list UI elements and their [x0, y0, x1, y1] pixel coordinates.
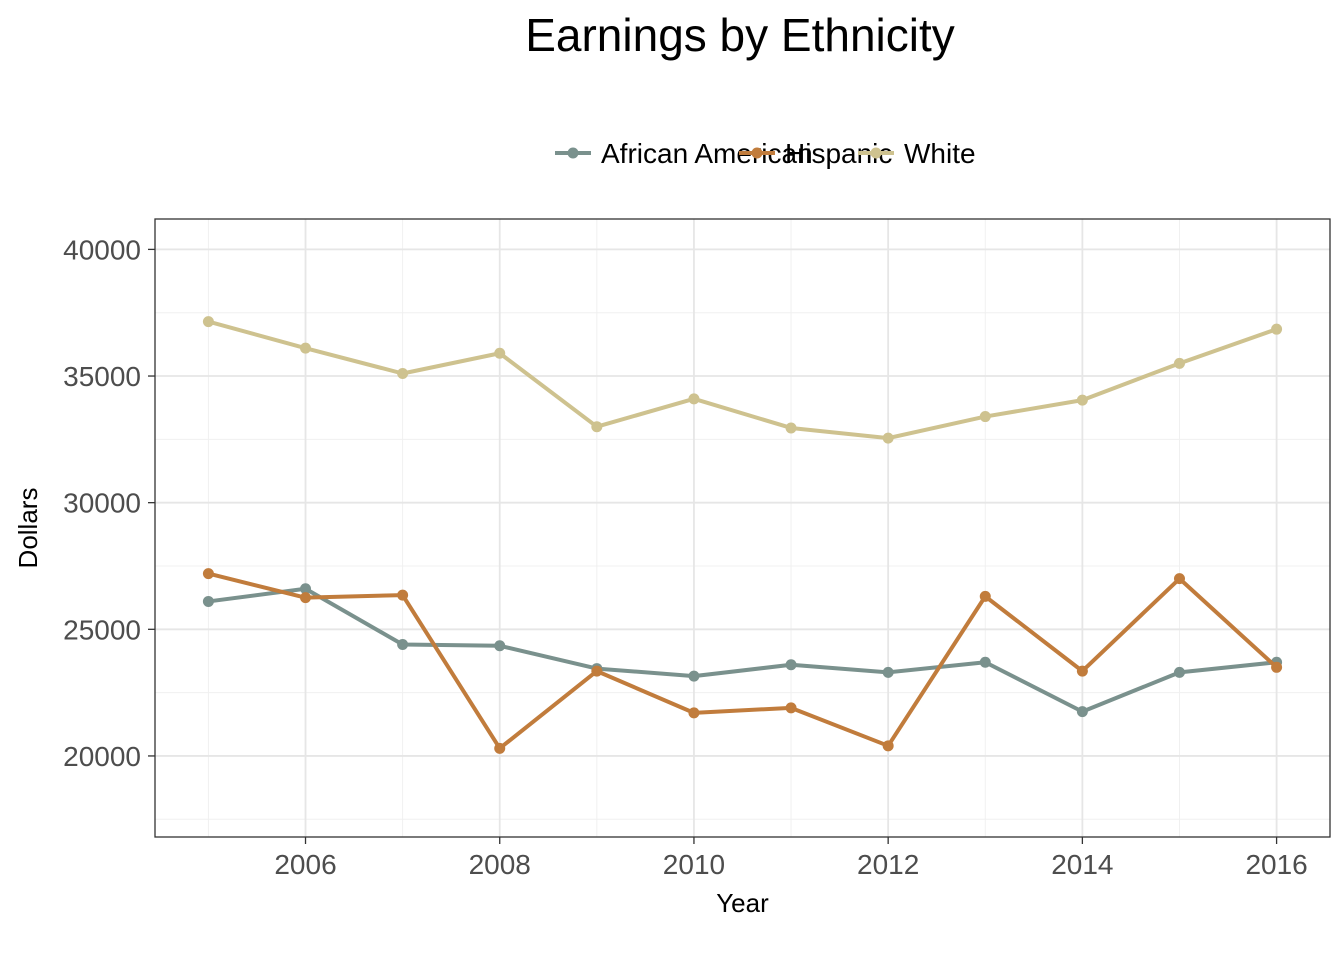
y-axis-title: Dollars — [13, 488, 43, 569]
x-tick-label: 2014 — [1051, 849, 1113, 880]
x-axis: 2006 2008 2010 2012 2014 2016 — [274, 837, 1308, 880]
legend-label-white: White — [904, 138, 976, 169]
data-point-white — [882, 432, 894, 444]
legend-marker-white — [870, 147, 882, 159]
data-point-african-american — [882, 666, 894, 678]
y-tick-label: 35000 — [63, 361, 141, 392]
data-point-hispanic — [688, 707, 700, 719]
data-point-white — [202, 316, 214, 328]
data-point-african-american — [1076, 706, 1088, 718]
y-tick-label: 40000 — [63, 234, 141, 265]
data-point-african-american — [1173, 666, 1185, 678]
legend-marker-hispanic — [751, 147, 763, 159]
data-point-hispanic — [1076, 665, 1088, 677]
data-point-hispanic — [1173, 573, 1185, 585]
data-point-african-american — [979, 656, 991, 668]
series-african-american — [202, 583, 1283, 718]
legend-label-african-american: African American — [601, 138, 813, 169]
y-tick-label: 20000 — [63, 741, 141, 772]
data-point-hispanic — [1271, 661, 1283, 673]
data-point-hispanic — [979, 590, 991, 602]
series-hispanic — [202, 568, 1283, 754]
data-point-hispanic — [300, 592, 312, 604]
series-line-african-american — [208, 586, 1277, 714]
data-point-hispanic — [785, 702, 797, 714]
data-point-hispanic — [882, 740, 894, 752]
series-line-white — [207, 319, 1278, 441]
y-tick-label: 30000 — [63, 488, 141, 519]
major-gridlines — [155, 219, 1330, 837]
data-point-african-american — [688, 670, 700, 682]
y-tick-label: 25000 — [63, 614, 141, 645]
legend-key-white — [858, 147, 894, 159]
x-tick-label: 2016 — [1245, 849, 1307, 880]
x-axis-title: Year — [716, 888, 769, 918]
data-point-white — [688, 393, 700, 405]
data-point-white — [785, 422, 797, 434]
x-tick-label: 2006 — [274, 849, 336, 880]
data-point-african-american — [785, 659, 797, 671]
panel-border — [154, 218, 1331, 838]
x-tick-label: 2012 — [857, 849, 919, 880]
data-point-white — [300, 342, 312, 354]
y-axis: 20000 25000 30000 35000 40000 — [63, 234, 155, 772]
data-point-african-american — [300, 583, 312, 595]
data-point-white — [1173, 357, 1185, 369]
series-white — [202, 316, 1283, 444]
legend-key-hispanic — [739, 147, 775, 159]
data-point-white — [1271, 323, 1283, 335]
data-point-african-american — [397, 639, 409, 651]
data-point-hispanic — [397, 589, 409, 601]
x-tick-label: 2008 — [469, 849, 531, 880]
data-point-hispanic — [202, 568, 214, 580]
data-point-hispanic — [494, 742, 506, 754]
data-point-white — [1076, 394, 1088, 406]
legend-marker-african-american — [567, 147, 579, 159]
data-point-african-american — [202, 595, 214, 607]
data-point-white — [979, 411, 991, 423]
data-point-african-american — [494, 640, 506, 652]
chart-title: Earnings by Ethnicity — [525, 9, 955, 61]
data-point-white — [397, 368, 409, 379]
data-point-white — [591, 421, 603, 433]
minor-gridlines — [155, 219, 1330, 837]
data-point-hispanic — [591, 665, 603, 677]
series-layer — [202, 316, 1283, 754]
x-tick-label: 2010 — [663, 849, 725, 880]
legend-key-african-american — [555, 147, 591, 159]
data-point-white — [494, 347, 506, 359]
series-line-hispanic — [207, 571, 1278, 751]
